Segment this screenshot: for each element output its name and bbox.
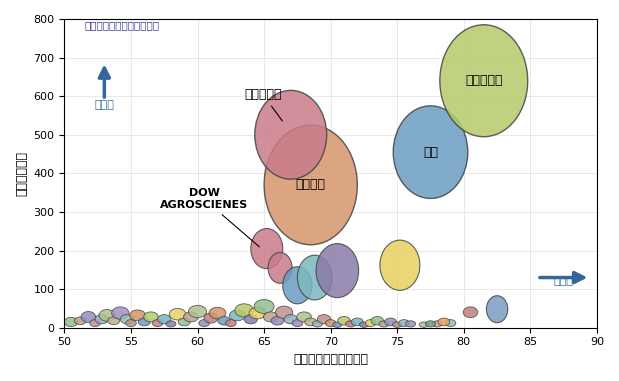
Text: アース製薬: アース製薬 bbox=[465, 74, 503, 87]
Ellipse shape bbox=[405, 321, 415, 327]
Ellipse shape bbox=[268, 253, 292, 283]
Ellipse shape bbox=[90, 320, 100, 327]
Ellipse shape bbox=[251, 229, 283, 269]
Ellipse shape bbox=[463, 307, 478, 318]
Ellipse shape bbox=[209, 307, 226, 319]
Ellipse shape bbox=[284, 315, 297, 324]
Y-axis label: 権利者スコア: 権利者スコア bbox=[15, 151, 28, 196]
Ellipse shape bbox=[74, 317, 87, 325]
Ellipse shape bbox=[184, 312, 198, 322]
Ellipse shape bbox=[170, 309, 186, 320]
Ellipse shape bbox=[204, 313, 218, 323]
Ellipse shape bbox=[487, 296, 508, 323]
X-axis label: パテントスコア最高値: パテントスコア最高値 bbox=[293, 353, 368, 366]
Ellipse shape bbox=[384, 318, 397, 326]
Ellipse shape bbox=[230, 310, 246, 321]
Ellipse shape bbox=[365, 320, 376, 327]
Text: DOW
AGROSCIENES: DOW AGROSCIENES bbox=[160, 189, 259, 247]
Ellipse shape bbox=[399, 320, 409, 327]
Ellipse shape bbox=[218, 317, 230, 325]
Ellipse shape bbox=[316, 243, 358, 298]
Ellipse shape bbox=[359, 322, 368, 327]
Ellipse shape bbox=[380, 240, 420, 290]
Ellipse shape bbox=[111, 307, 129, 319]
Ellipse shape bbox=[338, 317, 350, 325]
Ellipse shape bbox=[352, 318, 363, 326]
Ellipse shape bbox=[425, 321, 436, 327]
Ellipse shape bbox=[297, 255, 332, 300]
Ellipse shape bbox=[318, 315, 331, 324]
Ellipse shape bbox=[392, 322, 402, 327]
Ellipse shape bbox=[178, 318, 190, 326]
Ellipse shape bbox=[332, 322, 342, 327]
Ellipse shape bbox=[199, 320, 209, 327]
Ellipse shape bbox=[419, 322, 428, 327]
Ellipse shape bbox=[438, 318, 450, 326]
Ellipse shape bbox=[271, 317, 284, 325]
Ellipse shape bbox=[275, 306, 293, 319]
Ellipse shape bbox=[283, 267, 312, 304]
Ellipse shape bbox=[264, 125, 357, 245]
Ellipse shape bbox=[144, 312, 158, 322]
Ellipse shape bbox=[255, 90, 327, 179]
Text: 個別力: 個別力 bbox=[554, 277, 574, 287]
Ellipse shape bbox=[166, 321, 176, 327]
Ellipse shape bbox=[249, 307, 266, 319]
Ellipse shape bbox=[305, 318, 317, 326]
Ellipse shape bbox=[126, 320, 136, 327]
Ellipse shape bbox=[297, 312, 311, 322]
Ellipse shape bbox=[158, 315, 171, 324]
Ellipse shape bbox=[244, 315, 258, 324]
Ellipse shape bbox=[313, 321, 322, 327]
Ellipse shape bbox=[120, 315, 134, 324]
Ellipse shape bbox=[345, 321, 356, 327]
Ellipse shape bbox=[235, 304, 253, 317]
Text: 金鳥: 金鳥 bbox=[423, 146, 438, 158]
Text: フマキラー: フマキラー bbox=[244, 88, 282, 121]
Ellipse shape bbox=[81, 312, 96, 322]
Ellipse shape bbox=[379, 321, 389, 327]
Ellipse shape bbox=[129, 310, 145, 321]
Text: 円の大きさ：有効特許件数: 円の大きさ：有効特許件数 bbox=[84, 21, 159, 30]
Ellipse shape bbox=[99, 310, 115, 321]
Ellipse shape bbox=[393, 106, 468, 199]
Ellipse shape bbox=[152, 320, 163, 327]
Ellipse shape bbox=[138, 318, 150, 326]
Ellipse shape bbox=[326, 320, 336, 327]
Ellipse shape bbox=[264, 312, 278, 322]
Ellipse shape bbox=[95, 315, 108, 324]
Ellipse shape bbox=[108, 317, 119, 325]
Ellipse shape bbox=[292, 320, 303, 327]
Ellipse shape bbox=[445, 320, 456, 327]
Ellipse shape bbox=[371, 317, 384, 325]
Ellipse shape bbox=[225, 320, 236, 327]
Ellipse shape bbox=[188, 305, 207, 318]
Text: 住友化学: 住友化学 bbox=[296, 178, 326, 191]
Text: 総合力: 総合力 bbox=[95, 100, 115, 110]
Ellipse shape bbox=[254, 299, 274, 314]
Ellipse shape bbox=[64, 317, 78, 327]
Ellipse shape bbox=[432, 321, 442, 327]
Ellipse shape bbox=[440, 25, 528, 137]
